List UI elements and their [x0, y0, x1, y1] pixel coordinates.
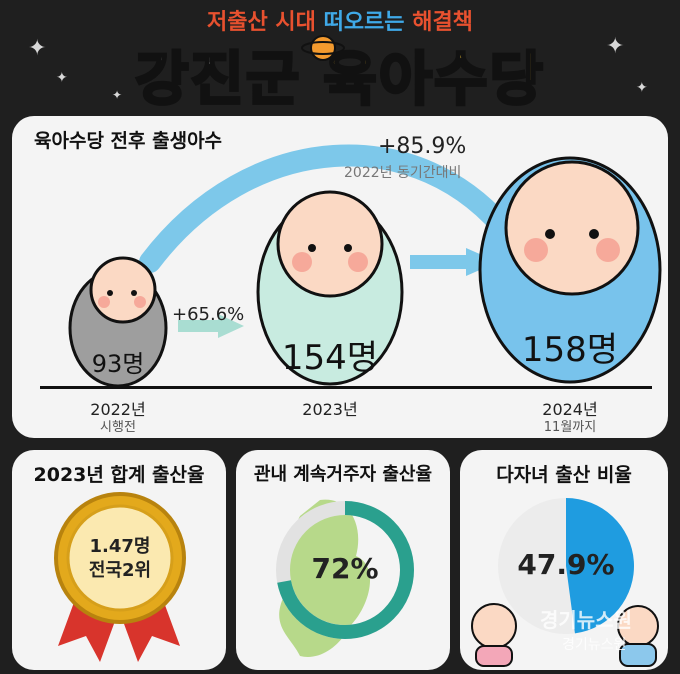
sparkle-icon: ✦ — [28, 36, 47, 61]
year-2023: 2023년 — [302, 400, 358, 419]
fertility-value: 1.47명 — [89, 536, 151, 557]
subtitle-part3: 해결책 — [404, 10, 473, 35]
resident-title: 관내 계속거주자 출산율 — [253, 464, 433, 485]
year-2024: 2024년 — [542, 400, 598, 419]
sparkle-icon: ✦ — [112, 88, 123, 102]
small-babies — [471, 603, 659, 667]
watermark-small: 경기뉴스원 — [562, 637, 627, 653]
fertility-title: 2023년 합계 출산율 — [33, 464, 205, 486]
sparkle-icon: ✦ — [606, 34, 625, 59]
sparkle-icon: ✦ — [636, 80, 648, 96]
growth-total: +85.9% — [378, 134, 467, 159]
watermark-large: 경기뉴스원 — [540, 608, 632, 632]
multichild-title: 다자녀 출산 비율 — [496, 464, 632, 486]
growth-first: +65.6% — [172, 304, 245, 325]
sparkle-icon: ✦ — [56, 70, 68, 86]
title-part2: 육아수당 — [322, 44, 545, 115]
resident-value: 72% — [311, 552, 379, 585]
planet-icon — [301, 35, 345, 61]
births-panel-title: 육아수당 전후 출생아수 — [34, 130, 223, 152]
small-arrow-head — [218, 314, 244, 338]
growth-total-note: 2022년 동기간대비 — [344, 165, 462, 181]
header-subtitle: 저출산 시대 떠오르는 해결책 — [0, 4, 680, 36]
timeline-baseline — [40, 386, 652, 389]
subtitle-part2: 떠오르는 — [323, 10, 405, 35]
baby-2024 — [478, 156, 662, 384]
main-title: 강진군 육아수당 — [0, 32, 680, 116]
fertility-rank: 전국2위 — [88, 560, 152, 581]
subtitle-part1: 저출산 시대 — [207, 10, 324, 35]
count-2022: 93명 — [91, 350, 145, 378]
title-part1: 강진군 — [134, 44, 324, 115]
note-2024: 11월까지 — [543, 420, 597, 435]
baby-2022 — [68, 256, 168, 388]
gold-medal-icon — [54, 492, 186, 662]
note-2022: 시행전 — [100, 420, 136, 435]
multichild-pie — [498, 498, 634, 634]
big-arrow-shaft — [139, 144, 521, 273]
year-2022: 2022년 — [90, 400, 146, 419]
multichild-value: 47.9% — [517, 548, 615, 581]
resident-donut — [276, 499, 414, 657]
count-2024: 158명 — [521, 330, 619, 370]
count-2023: 154명 — [281, 338, 379, 378]
pie-slice — [566, 498, 634, 634]
donut-fill — [276, 501, 414, 639]
baby-2023 — [256, 190, 404, 386]
